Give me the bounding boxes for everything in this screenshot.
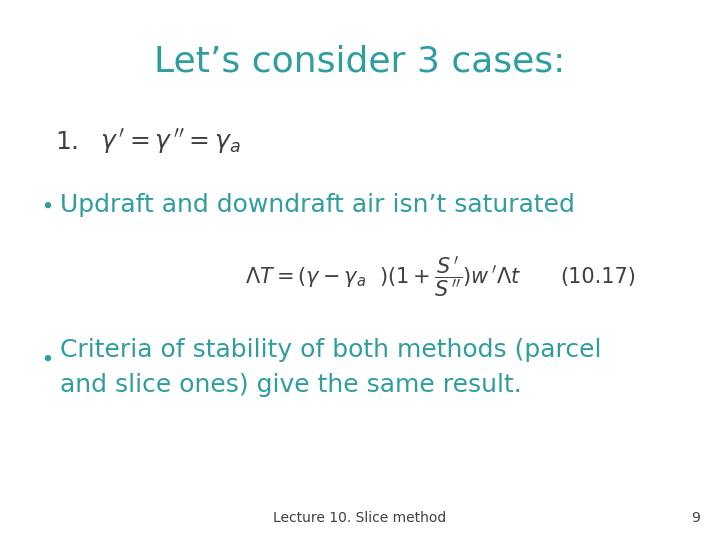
Text: $1.$: $1.$ bbox=[55, 130, 78, 154]
Text: $\gamma^{\,\prime} = \gamma^{\,\prime\prime} = \gamma_a$: $\gamma^{\,\prime} = \gamma^{\,\prime\pr… bbox=[100, 127, 241, 157]
Text: $\Lambda T = (\gamma - \gamma_a\ \ )(1 + \dfrac{S^{\,\prime}}{S^{\,\prime\prime}: $\Lambda T = (\gamma - \gamma_a\ \ )(1 +… bbox=[245, 254, 521, 300]
Text: Updraft and downdraft air isn’t saturated: Updraft and downdraft air isn’t saturate… bbox=[60, 193, 575, 217]
Text: Lecture 10. Slice method: Lecture 10. Slice method bbox=[274, 511, 446, 525]
Text: $\bullet$: $\bullet$ bbox=[40, 195, 53, 215]
Text: $\bullet$: $\bullet$ bbox=[40, 348, 53, 368]
Text: 9: 9 bbox=[691, 511, 700, 525]
Text: and slice ones) give the same result.: and slice ones) give the same result. bbox=[60, 373, 522, 397]
Text: Criteria of stability of both methods (parcel: Criteria of stability of both methods (p… bbox=[60, 338, 601, 362]
Text: (10.17): (10.17) bbox=[560, 267, 636, 287]
Text: Let’s consider 3 cases:: Let’s consider 3 cases: bbox=[154, 45, 566, 79]
